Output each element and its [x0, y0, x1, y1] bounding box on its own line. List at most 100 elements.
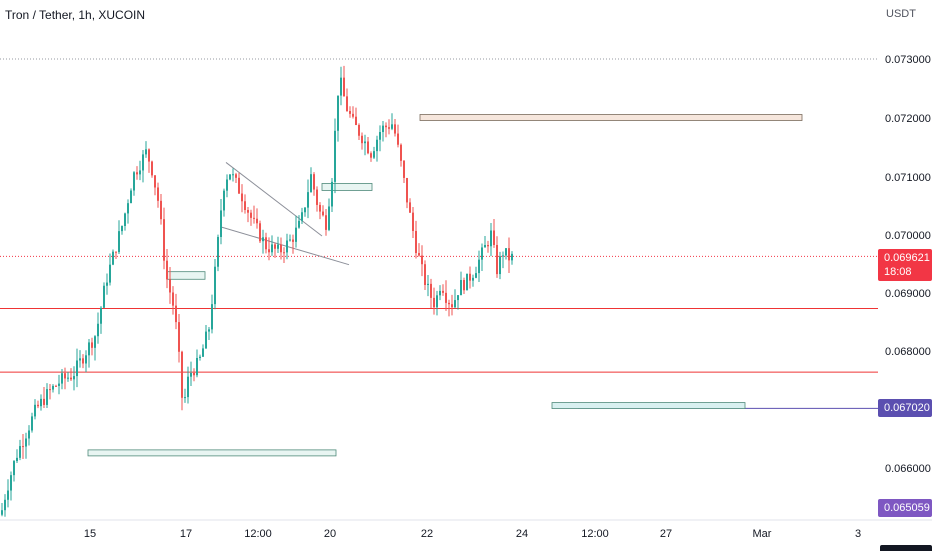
candle-body	[397, 133, 399, 145]
candle-body	[118, 231, 120, 253]
candle-body	[496, 244, 498, 275]
candle-body	[181, 351, 183, 398]
candle-body	[49, 389, 51, 391]
candle-body	[439, 290, 441, 296]
candle-body	[313, 174, 315, 190]
time-tick: 20	[323, 528, 337, 540]
candle-body	[94, 336, 96, 348]
candle-body	[373, 151, 375, 158]
candle-body	[199, 356, 201, 359]
candle-body	[70, 377, 72, 380]
candle-body	[187, 376, 189, 398]
candle-body	[73, 376, 75, 380]
candle-body	[394, 124, 396, 134]
candle-body	[247, 210, 249, 213]
candle-body	[145, 149, 147, 155]
price-tick: 0.066000	[885, 463, 931, 475]
candle-body	[43, 398, 45, 405]
zone-box	[87, 449, 337, 457]
candle-body	[472, 277, 474, 281]
candle-body	[343, 77, 345, 97]
candle-body	[244, 201, 246, 211]
candle-body	[316, 189, 318, 205]
candle-body	[340, 77, 342, 96]
candle-body	[508, 248, 510, 261]
price-tick: 0.073000	[885, 54, 931, 66]
candle-body	[487, 245, 489, 247]
candle-body	[262, 237, 264, 242]
candle-body	[301, 212, 303, 221]
candle-body	[82, 358, 84, 364]
candle-body	[334, 130, 336, 182]
candle-body	[76, 360, 78, 377]
candle-body	[175, 305, 177, 323]
candle-body	[259, 223, 261, 242]
time-tick: 27	[659, 528, 673, 540]
candle-body	[166, 260, 168, 280]
candle-body	[241, 193, 243, 202]
candle-body	[448, 302, 450, 305]
candle-body	[100, 307, 102, 324]
candle-body	[130, 190, 132, 204]
candle-body	[226, 179, 228, 191]
price-tick: 0.068000	[885, 346, 931, 358]
candle-body	[328, 206, 330, 230]
candle-body	[223, 190, 225, 211]
candle-body	[133, 172, 135, 191]
candle-body	[511, 253, 513, 261]
candle-body	[322, 211, 324, 216]
candle-body	[346, 96, 348, 112]
candle-body	[211, 304, 213, 330]
candle-body	[151, 161, 153, 176]
candle-body	[61, 373, 63, 384]
candle-body	[148, 149, 150, 162]
time-tick: 12:00	[581, 528, 609, 540]
candle-body	[304, 207, 306, 213]
plot-background	[0, 0, 878, 520]
candle-body	[451, 304, 453, 308]
candle-body	[136, 172, 138, 175]
candle-body	[409, 202, 411, 213]
candle-body	[142, 154, 144, 171]
candle-body	[1, 510, 3, 515]
candle-body	[229, 174, 231, 180]
candle-body	[115, 251, 117, 253]
candle-body	[193, 372, 195, 376]
candle-body	[376, 139, 378, 152]
candle-body	[418, 253, 420, 256]
candle-body	[40, 398, 42, 407]
candle-body	[163, 219, 165, 261]
candle-body	[220, 210, 222, 237]
candle-body	[361, 135, 363, 144]
candle-body	[457, 295, 459, 301]
candle-body	[190, 372, 192, 377]
candle-body	[412, 212, 414, 231]
candle-body	[271, 244, 273, 253]
bar-countdown: 18:08	[884, 266, 912, 278]
trendline	[225, 162, 323, 237]
candle-body	[31, 416, 33, 431]
symbol-title[interactable]: Tron / Tether, 1h, XUCOIN	[5, 8, 146, 22]
candle-body	[34, 404, 36, 417]
candle-body	[298, 220, 300, 228]
candle-body	[25, 438, 27, 447]
candle-body	[355, 116, 357, 126]
zone-box	[166, 271, 206, 280]
candle-body	[424, 264, 426, 285]
candle-body	[475, 273, 477, 278]
candle-body	[214, 266, 216, 305]
candle-body	[388, 127, 390, 129]
candle-body	[7, 490, 9, 500]
candle-body	[460, 280, 462, 296]
candle-body	[367, 141, 369, 154]
candle-body	[88, 342, 90, 356]
candle-body	[154, 175, 156, 188]
candle-body	[58, 383, 60, 386]
zone-box	[321, 183, 373, 191]
candle-body	[238, 177, 240, 194]
candle-body	[502, 255, 504, 257]
candle-body	[352, 113, 354, 117]
time-tick: 17	[179, 528, 193, 540]
